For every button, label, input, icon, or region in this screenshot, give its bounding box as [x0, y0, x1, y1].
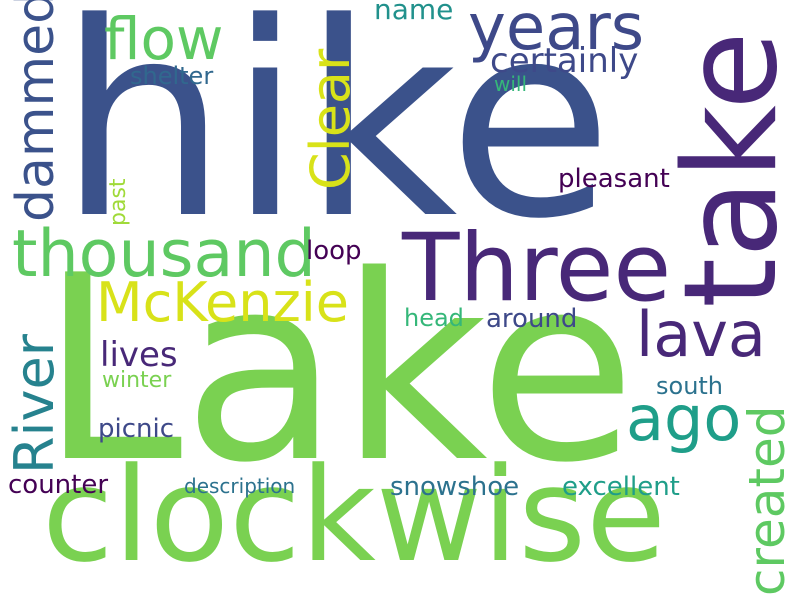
word-lives: lives [100, 335, 178, 375]
word-thousand: thousand [12, 217, 316, 292]
word-snowshoe: snowshoe [390, 472, 520, 502]
word-clear: Clear [299, 48, 362, 190]
word-shelter: shelter [130, 62, 214, 90]
word-winter: winter [102, 368, 172, 393]
word-pleasant: pleasant [558, 164, 670, 194]
word-loop: loop [306, 236, 362, 266]
word-years: years [468, 0, 645, 65]
word-river: River [3, 334, 66, 474]
word-created: created [738, 405, 796, 596]
word-description: description [184, 474, 296, 498]
word-certainly: certainly [490, 41, 639, 81]
word-lake: Lake [40, 221, 637, 519]
word-take: take [657, 31, 800, 308]
word-south: south [656, 372, 724, 400]
word-counter: counter [8, 470, 109, 500]
word-hike: hike [58, 0, 613, 278]
word-will: will [494, 72, 528, 96]
word-mckenzie: McKenzie [96, 271, 350, 334]
word-picnic: picnic [98, 414, 175, 444]
word-around: around [486, 304, 578, 334]
word-three: Three [402, 214, 672, 323]
word-clockwise: clockwise [42, 439, 667, 591]
word-name: name [374, 0, 454, 26]
word-lava: lava [636, 298, 766, 371]
word-head: head [404, 304, 464, 332]
word-flow: flow [104, 5, 224, 73]
word-past: past [106, 178, 131, 226]
word-ago: ago [626, 382, 742, 455]
word-excellent: excellent [562, 472, 680, 502]
word-dammed: dammed [6, 0, 66, 222]
